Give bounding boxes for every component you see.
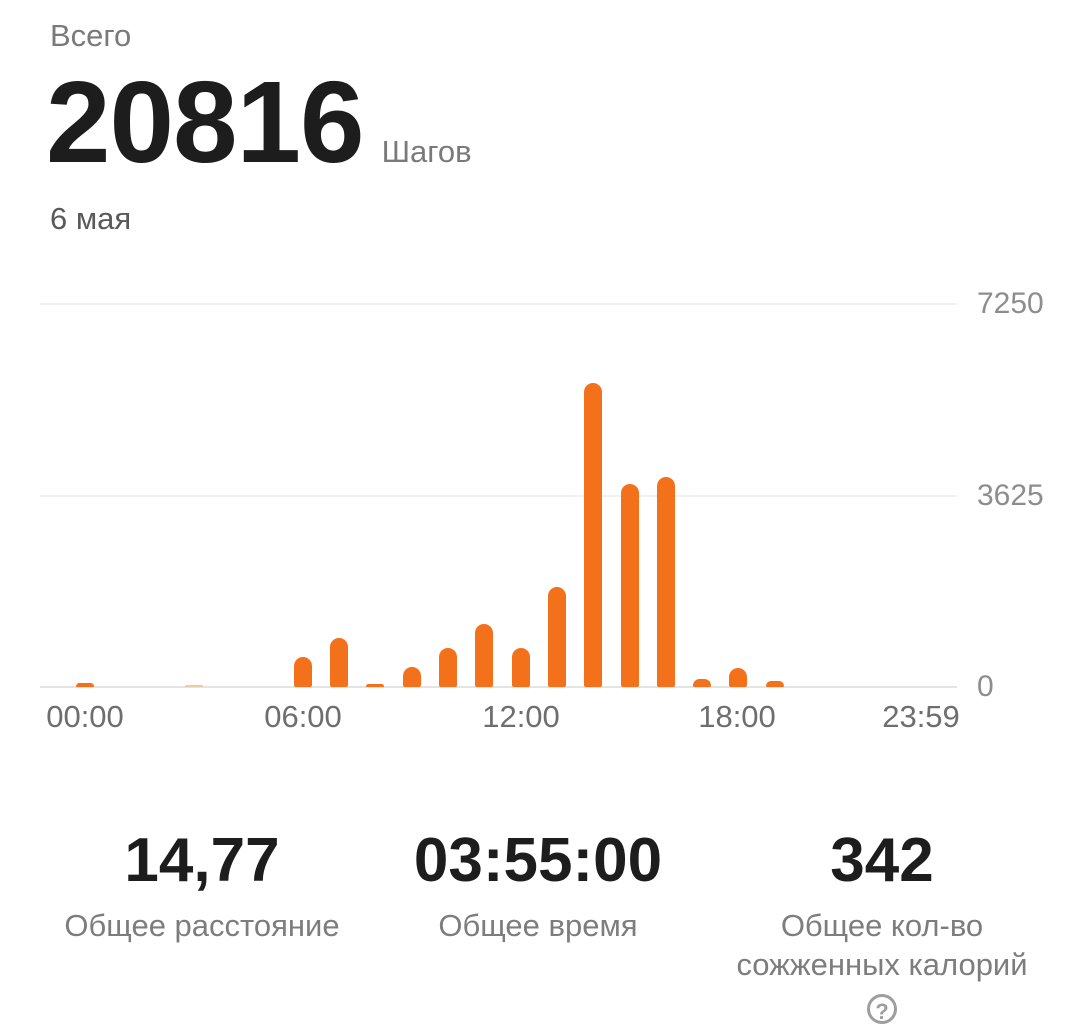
- stat-total-time: 03:55:00 Общее время: [338, 0, 738, 945]
- gridline: [40, 495, 957, 497]
- hour-bar-13:00[interactable]: [548, 587, 566, 687]
- hour-bar-00:00[interactable]: [76, 683, 94, 687]
- stat-total-distance: 14,77 Общее расстояние: [2, 0, 402, 945]
- gridline: [40, 686, 957, 688]
- total-steps-unit: Шагов: [381, 134, 472, 169]
- calories-label: Общее кол-во сожженных калорий: [736, 908, 1028, 982]
- hour-bar-18:00[interactable]: [729, 668, 747, 687]
- x-axis-label: 12:00: [482, 699, 560, 734]
- hour-bar-17:00[interactable]: [693, 679, 711, 687]
- x-axis-label: 06:00: [264, 699, 342, 734]
- y-axis-label: 3625: [977, 479, 1044, 512]
- help-icon[interactable]: ?: [867, 994, 897, 1024]
- stat-total-calories: 342 Общее кол-во сожженных калорий ?: [682, 0, 1080, 1024]
- y-axis-label: 0: [977, 670, 994, 703]
- distance-label: Общее расстояние: [64, 908, 340, 943]
- hour-bar-03:00[interactable]: [185, 685, 203, 687]
- hour-bar-10:00[interactable]: [439, 648, 457, 687]
- x-axis-label: 23:59: [882, 699, 960, 734]
- hour-bar-16:00[interactable]: [657, 477, 675, 687]
- y-axis-label: 7250: [977, 287, 1044, 320]
- hour-bar-08:00[interactable]: [366, 684, 384, 687]
- gridline: [40, 303, 957, 305]
- hour-bar-07:00[interactable]: [330, 638, 348, 687]
- hour-bar-14:00[interactable]: [584, 383, 602, 687]
- page-title: Всего: [50, 18, 132, 53]
- x-axis-label: 18:00: [698, 699, 776, 734]
- hour-bar-12:00[interactable]: [512, 648, 530, 687]
- total-steps-value: 20816: [46, 57, 365, 187]
- hour-bar-09:00[interactable]: [403, 667, 421, 687]
- total-steps: 20816 Шагов: [46, 57, 472, 187]
- hour-bar-15:00[interactable]: [621, 484, 639, 687]
- distance-value: 14,77: [124, 826, 280, 895]
- time-label: Общее время: [438, 908, 638, 943]
- time-value: 03:55:00: [413, 826, 663, 895]
- hour-bar-06:00[interactable]: [294, 657, 312, 687]
- calories-value: 342: [830, 826, 934, 895]
- hour-bar-19:00[interactable]: [766, 681, 784, 687]
- x-axis-label: 00:00: [46, 699, 124, 734]
- date-label: 6 мая: [50, 201, 132, 236]
- hour-bar-11:00[interactable]: [475, 624, 493, 687]
